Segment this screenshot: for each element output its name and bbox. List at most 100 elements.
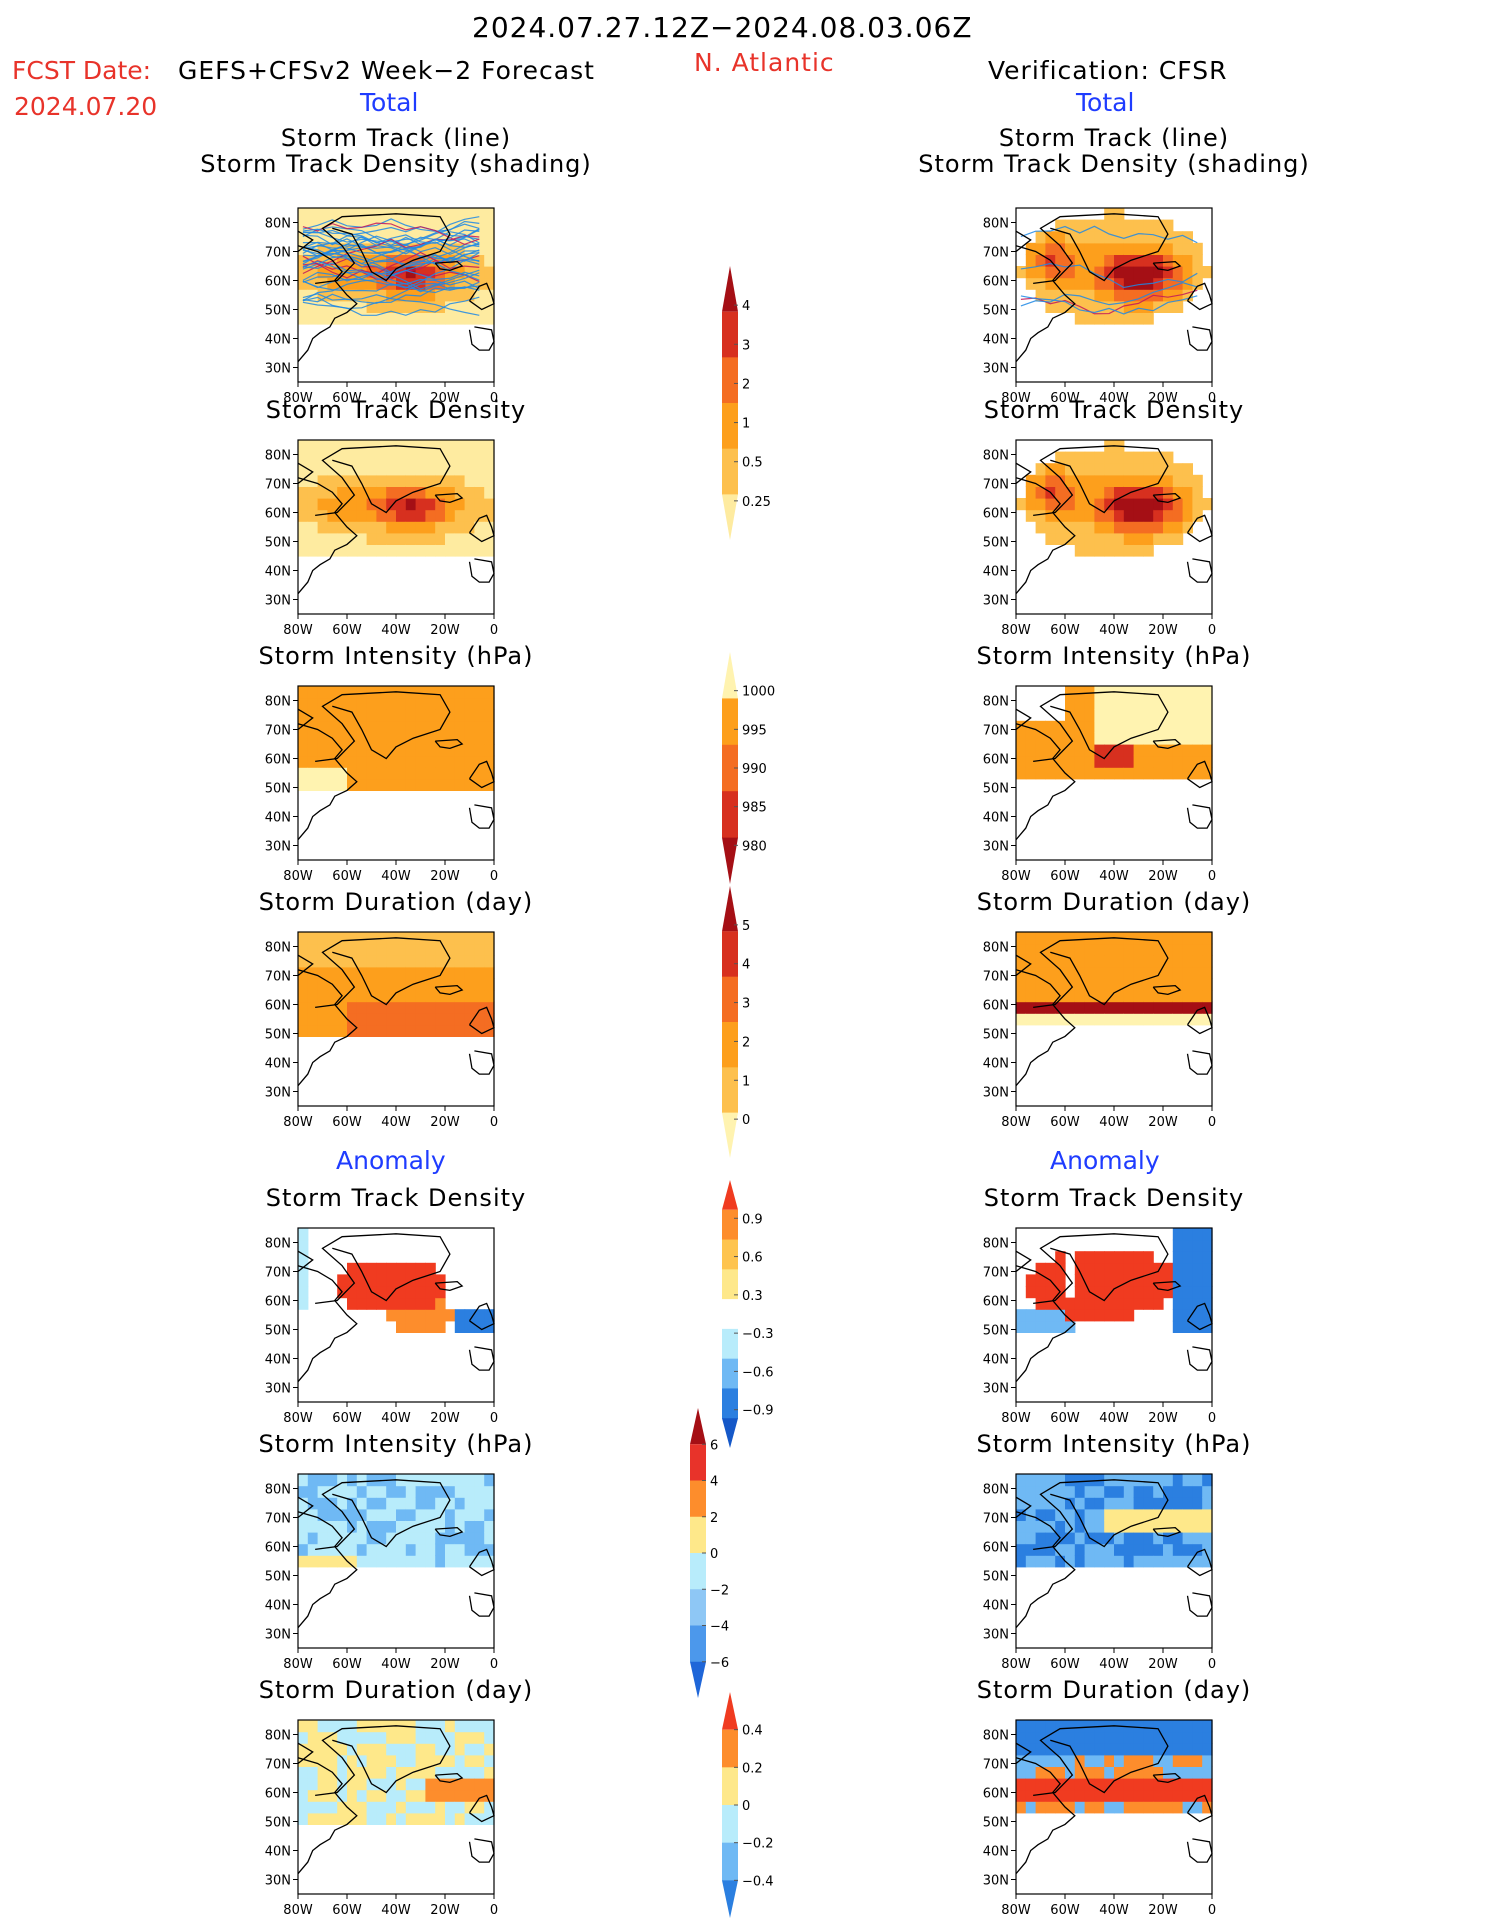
grid-cell: [337, 932, 348, 945]
y-tick-label: 30N: [983, 362, 1009, 377]
grid-cell: [376, 1778, 387, 1791]
coastline: [1015, 1496, 1032, 1519]
grid-cell: [1094, 544, 1105, 557]
colorbar-label: 3: [742, 997, 750, 1012]
grid-cell: [1035, 732, 1046, 745]
grid-cell: [1202, 943, 1213, 956]
grid-cell: [1016, 1543, 1027, 1556]
grid-cell: [435, 1720, 446, 1733]
grid-cell: [1055, 720, 1066, 733]
coastline: [1015, 1757, 1076, 1875]
colorbar-density-anomaly: 0.90.60.3−0.3−0.6−0.9: [722, 1180, 774, 1448]
grid-cell: [1055, 242, 1066, 255]
grid-cell: [1163, 1485, 1174, 1498]
grid-cell: [356, 720, 368, 733]
grid-cell: [298, 978, 309, 991]
grid-cell: [1123, 732, 1135, 745]
grid-cell: [1153, 1508, 1164, 1521]
grid-cell: [1153, 709, 1164, 722]
colorbar-label: 0: [710, 1547, 718, 1562]
grid-cell: [307, 943, 319, 956]
grid-cell: [1074, 1274, 1086, 1287]
coastline: [1152, 492, 1182, 504]
grid-cell: [405, 498, 417, 511]
grid-cell: [405, 1262, 417, 1275]
grid-cell: [1163, 943, 1174, 956]
grid-cell: [415, 1812, 426, 1825]
grid-cell: [1133, 1532, 1144, 1545]
grid-cell: [1133, 1720, 1144, 1733]
x-tick-label: 80W: [1001, 391, 1031, 406]
colorbar-label: −0.4: [742, 1874, 774, 1889]
grid-cell: [1035, 1320, 1046, 1333]
grid-cell: [1094, 1520, 1105, 1533]
panel-title-line: Storm Track (line): [999, 124, 1229, 152]
colorbar-segment: [722, 744, 738, 792]
coastline: [315, 445, 451, 517]
grid-cell: [337, 451, 348, 464]
grid-cell: [356, 767, 368, 780]
grid-cell: [1143, 1001, 1154, 1014]
grid-cell: [1084, 509, 1095, 522]
grid-cell: [405, 254, 417, 267]
grid-cell: [317, 219, 328, 232]
grid-cell: [317, 1778, 328, 1791]
grid-cell: [1074, 242, 1086, 255]
grid-cell: [376, 1812, 387, 1825]
grid-cell: [1104, 1274, 1115, 1287]
grid-cell: [1202, 990, 1213, 1003]
grid-cell: [298, 219, 309, 232]
y-tick-label: 30N: [265, 362, 291, 377]
grid-cell: [445, 1024, 456, 1037]
grid-cell: [425, 289, 436, 302]
grid-cell: [376, 1286, 387, 1299]
grid-cell: [454, 778, 466, 791]
y-tick-label: 50N: [265, 1324, 291, 1339]
grid-cell: [1153, 1520, 1164, 1533]
grid-cell: [1153, 486, 1164, 499]
grid-cell: [366, 697, 377, 710]
grid-cell: [1172, 486, 1184, 499]
grid-cell: [484, 1013, 495, 1026]
grid-cell: [474, 1555, 485, 1568]
grid-cell: [1104, 486, 1115, 499]
grid-cell: [1123, 1731, 1135, 1744]
y-tick-label: 40N: [983, 1057, 1009, 1072]
grid-cell: [1202, 1297, 1213, 1310]
x-tick-label: 20W: [430, 391, 460, 406]
grid-cell: [298, 231, 309, 244]
grid-cell: [1084, 955, 1095, 968]
grid-cell: [1192, 1497, 1203, 1510]
grid-cell: [1182, 1543, 1193, 1556]
grid-cell: [1133, 532, 1144, 545]
grid-cell: [1094, 1001, 1105, 1014]
grid-cell: [484, 242, 495, 255]
grid-cell: [1123, 966, 1135, 979]
grid-cell: [454, 1812, 466, 1825]
y-tick-label: 60N: [265, 753, 291, 768]
grid-cell: [1084, 521, 1095, 534]
grid-cell: [1104, 266, 1115, 279]
grid-cell: [307, 990, 319, 1003]
grid-cell: [425, 1297, 436, 1310]
grid-cell: [464, 289, 475, 302]
grid-cell: [1163, 1743, 1174, 1756]
grid-cell: [415, 1754, 426, 1767]
grid-cell: [356, 686, 368, 699]
grid-cell: [1172, 686, 1184, 699]
grid-cell: [356, 312, 368, 325]
grid-cell: [1045, 1474, 1056, 1487]
x-tick-label: 80W: [283, 1903, 313, 1918]
grid-cell: [1114, 544, 1125, 557]
grid-cell: [445, 978, 456, 991]
grid-cell: [484, 1754, 495, 1767]
colorbar-segment: [722, 357, 738, 404]
panel-title-line: Storm Intensity (hPa): [977, 642, 1252, 670]
grid-cell: [1163, 1497, 1174, 1510]
coastline: [468, 1548, 495, 1577]
y-tick-label: 50N: [265, 1816, 291, 1831]
grid-cell: [1182, 498, 1193, 511]
grid-cell: [1202, 498, 1213, 511]
grid-cell: [1143, 966, 1154, 979]
grid-cell: [1133, 498, 1144, 511]
